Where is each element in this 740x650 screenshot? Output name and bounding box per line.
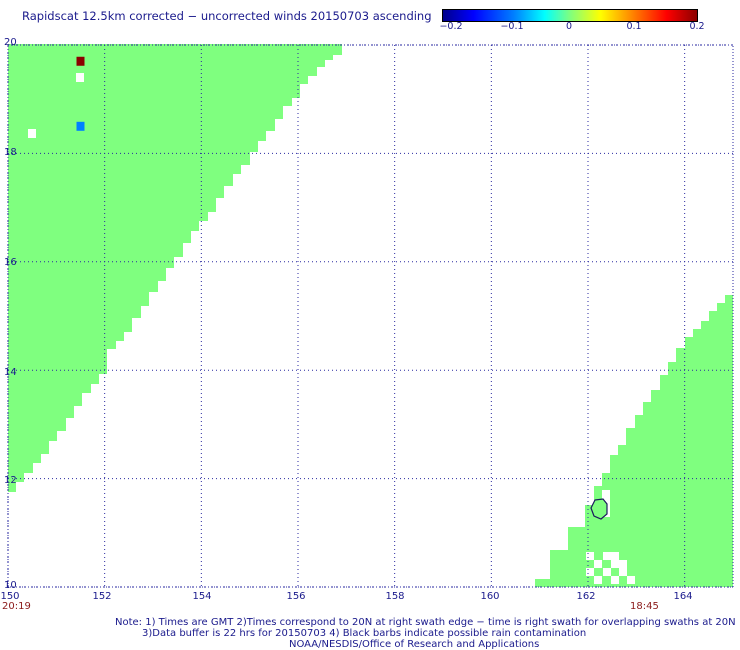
lat-label: 10 bbox=[4, 580, 17, 591]
wind-difference-cell bbox=[76, 56, 85, 66]
rain-contamination-outline bbox=[590, 498, 608, 520]
lat-label: 18 bbox=[4, 147, 17, 158]
data-gap-cell bbox=[619, 560, 627, 568]
note-line: NOAA/NESDIS/Office of Research and Appli… bbox=[289, 639, 540, 650]
data-gap-cell bbox=[586, 568, 594, 576]
map-title: Rapidscat 12.5km corrected − uncorrected… bbox=[22, 9, 432, 23]
lon-label: 162 bbox=[576, 591, 596, 602]
lat-label: 16 bbox=[4, 257, 17, 268]
data-gap-cell bbox=[627, 576, 635, 584]
time-label-right: 18:45 bbox=[630, 601, 659, 612]
data-gap-cell bbox=[594, 576, 602, 584]
colorbar bbox=[442, 9, 698, 22]
data-gap-cell bbox=[28, 129, 36, 138]
colorbar-tick: 0.1 bbox=[626, 21, 642, 32]
data-gap-cell bbox=[603, 568, 611, 576]
data-gap-cell bbox=[594, 560, 602, 568]
lon-label: 150 bbox=[0, 591, 20, 602]
right-swath bbox=[535, 295, 733, 587]
data-gap-cell bbox=[611, 576, 619, 584]
colorbar-tick: 0 bbox=[565, 21, 573, 32]
time-label-left: 20:19 bbox=[2, 601, 31, 612]
lon-label: 152 bbox=[92, 591, 112, 602]
lon-label: 154 bbox=[192, 591, 212, 602]
colorbar-tick: 0.2 bbox=[689, 21, 705, 32]
note-line: 3)Data buffer is 22 hrs for 20150703 4) … bbox=[142, 628, 587, 639]
data-gap-cell bbox=[611, 552, 619, 560]
left-swath bbox=[8, 44, 342, 492]
map-frame bbox=[7, 44, 734, 588]
data-gap-cell bbox=[586, 552, 594, 560]
colorbar-tick: −0.1 bbox=[500, 21, 524, 32]
lon-label: 160 bbox=[480, 591, 500, 602]
data-gap-cell bbox=[611, 560, 619, 568]
wind-difference-cell bbox=[76, 121, 85, 131]
lon-label: 156 bbox=[286, 591, 306, 602]
note-line: Note: 1) Times are GMT 2)Times correspon… bbox=[115, 617, 736, 628]
lat-label: 14 bbox=[4, 367, 17, 378]
lat-label: 12 bbox=[4, 475, 17, 486]
data-gap-cell bbox=[619, 568, 627, 576]
lat-label: 20 bbox=[4, 37, 17, 48]
data-gap-cell bbox=[76, 73, 84, 82]
lon-label: 164 bbox=[673, 591, 693, 602]
colorbar-tick: −0.2 bbox=[439, 21, 463, 32]
lon-label: 158 bbox=[385, 591, 405, 602]
data-gap-cell bbox=[603, 552, 611, 560]
